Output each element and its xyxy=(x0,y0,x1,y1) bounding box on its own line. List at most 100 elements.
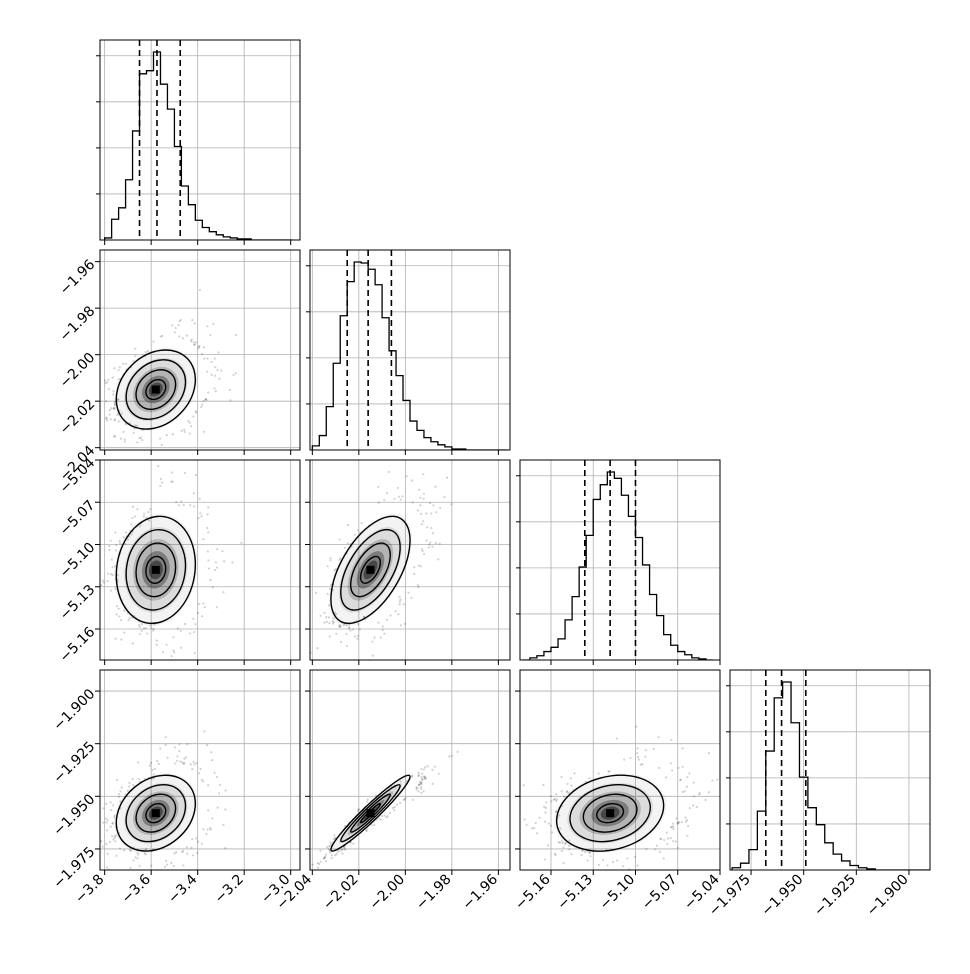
sample-point xyxy=(676,822,679,825)
sample-point xyxy=(150,864,153,867)
sample-point xyxy=(200,778,204,781)
sample-point xyxy=(207,809,210,812)
sample-point xyxy=(665,831,668,834)
sample-point xyxy=(188,432,192,435)
sample-point xyxy=(181,850,184,854)
sample-point xyxy=(191,854,194,857)
sample-point xyxy=(118,615,121,618)
sample-point xyxy=(616,859,619,862)
sample-point xyxy=(424,776,427,779)
sample-point xyxy=(353,635,357,638)
histogram-panel-3: −1.975 −1.950 −1.925 −1.900 xyxy=(706,669,931,920)
sample-point xyxy=(323,611,326,614)
sample-point xyxy=(704,798,707,802)
sample-point xyxy=(338,623,341,627)
sample-point xyxy=(210,751,213,754)
sample-point xyxy=(117,795,120,799)
sample-point xyxy=(333,611,336,614)
sample-point xyxy=(553,797,556,801)
sample-point xyxy=(132,431,135,434)
sample-point xyxy=(116,398,120,401)
sample-point xyxy=(636,864,639,867)
sample-point xyxy=(183,428,186,431)
sample-point xyxy=(214,374,217,377)
sample-point xyxy=(200,405,203,409)
sample-point xyxy=(193,763,196,766)
sample-point xyxy=(190,425,193,428)
sample-point xyxy=(658,766,661,770)
sample-point xyxy=(222,823,225,827)
sample-point xyxy=(335,853,338,856)
sample-point xyxy=(213,387,216,390)
sample-point xyxy=(206,325,209,328)
sample-point xyxy=(338,625,342,628)
contour-line xyxy=(555,774,665,852)
sample-point xyxy=(211,759,214,762)
sample-point xyxy=(164,859,168,862)
y-tick-label: −5.07 xyxy=(57,497,99,539)
sample-point xyxy=(707,791,710,794)
sample-point xyxy=(180,429,183,432)
sample-point xyxy=(172,636,175,639)
sample-point xyxy=(347,626,351,629)
sample-point xyxy=(218,377,221,380)
sample-point xyxy=(115,605,119,608)
sample-point xyxy=(381,814,384,818)
sample-point xyxy=(330,854,333,857)
sample-point xyxy=(377,501,380,504)
contour-line xyxy=(330,774,411,852)
sample-point xyxy=(542,783,545,787)
sample-point xyxy=(202,399,205,403)
x-tick-label: −1.925 xyxy=(811,872,859,920)
sample-point xyxy=(213,771,216,774)
sample-point xyxy=(393,497,396,501)
sample-point xyxy=(194,341,198,344)
sample-point xyxy=(124,476,126,478)
sample-point xyxy=(544,811,547,814)
sample-point xyxy=(166,863,169,866)
sample-point xyxy=(423,776,426,779)
sample-point xyxy=(171,433,174,436)
sample-point xyxy=(407,591,410,594)
histogram-step-1 xyxy=(311,261,508,450)
sample-point xyxy=(113,434,116,438)
sample-point xyxy=(427,546,430,549)
sample-point xyxy=(124,531,128,534)
sample-point xyxy=(622,865,625,868)
sample-point xyxy=(113,419,116,422)
sample-point xyxy=(545,801,548,804)
sample-point xyxy=(148,872,150,874)
sample-point xyxy=(344,848,347,851)
sample-point xyxy=(688,772,691,775)
panel-frame xyxy=(99,249,301,451)
sample-point xyxy=(193,343,196,346)
sample-point xyxy=(580,854,583,857)
sample-point xyxy=(105,842,108,846)
sample-point xyxy=(187,419,190,423)
sample-point xyxy=(360,522,363,525)
sample-point xyxy=(127,619,130,622)
contour-line xyxy=(115,515,197,625)
contour-line xyxy=(115,349,197,430)
sample-point xyxy=(402,603,405,606)
sample-point xyxy=(223,560,226,563)
sample-point xyxy=(196,840,200,843)
sample-point xyxy=(113,565,117,568)
sample-point xyxy=(393,809,396,812)
sample-point xyxy=(160,335,163,338)
sample-point xyxy=(193,343,196,346)
y-tick-label: −2.02 xyxy=(57,396,99,438)
sample-point xyxy=(136,857,139,860)
sample-point xyxy=(101,845,104,848)
sample-point xyxy=(588,851,591,854)
sample-point xyxy=(120,638,123,641)
sample-point xyxy=(105,821,108,824)
sample-point xyxy=(134,347,137,350)
density-peak xyxy=(151,385,160,394)
sample-point xyxy=(670,738,673,741)
sample-point xyxy=(142,515,145,518)
sample-point xyxy=(330,856,333,860)
sample-point xyxy=(205,832,208,836)
sample-point xyxy=(174,327,177,330)
